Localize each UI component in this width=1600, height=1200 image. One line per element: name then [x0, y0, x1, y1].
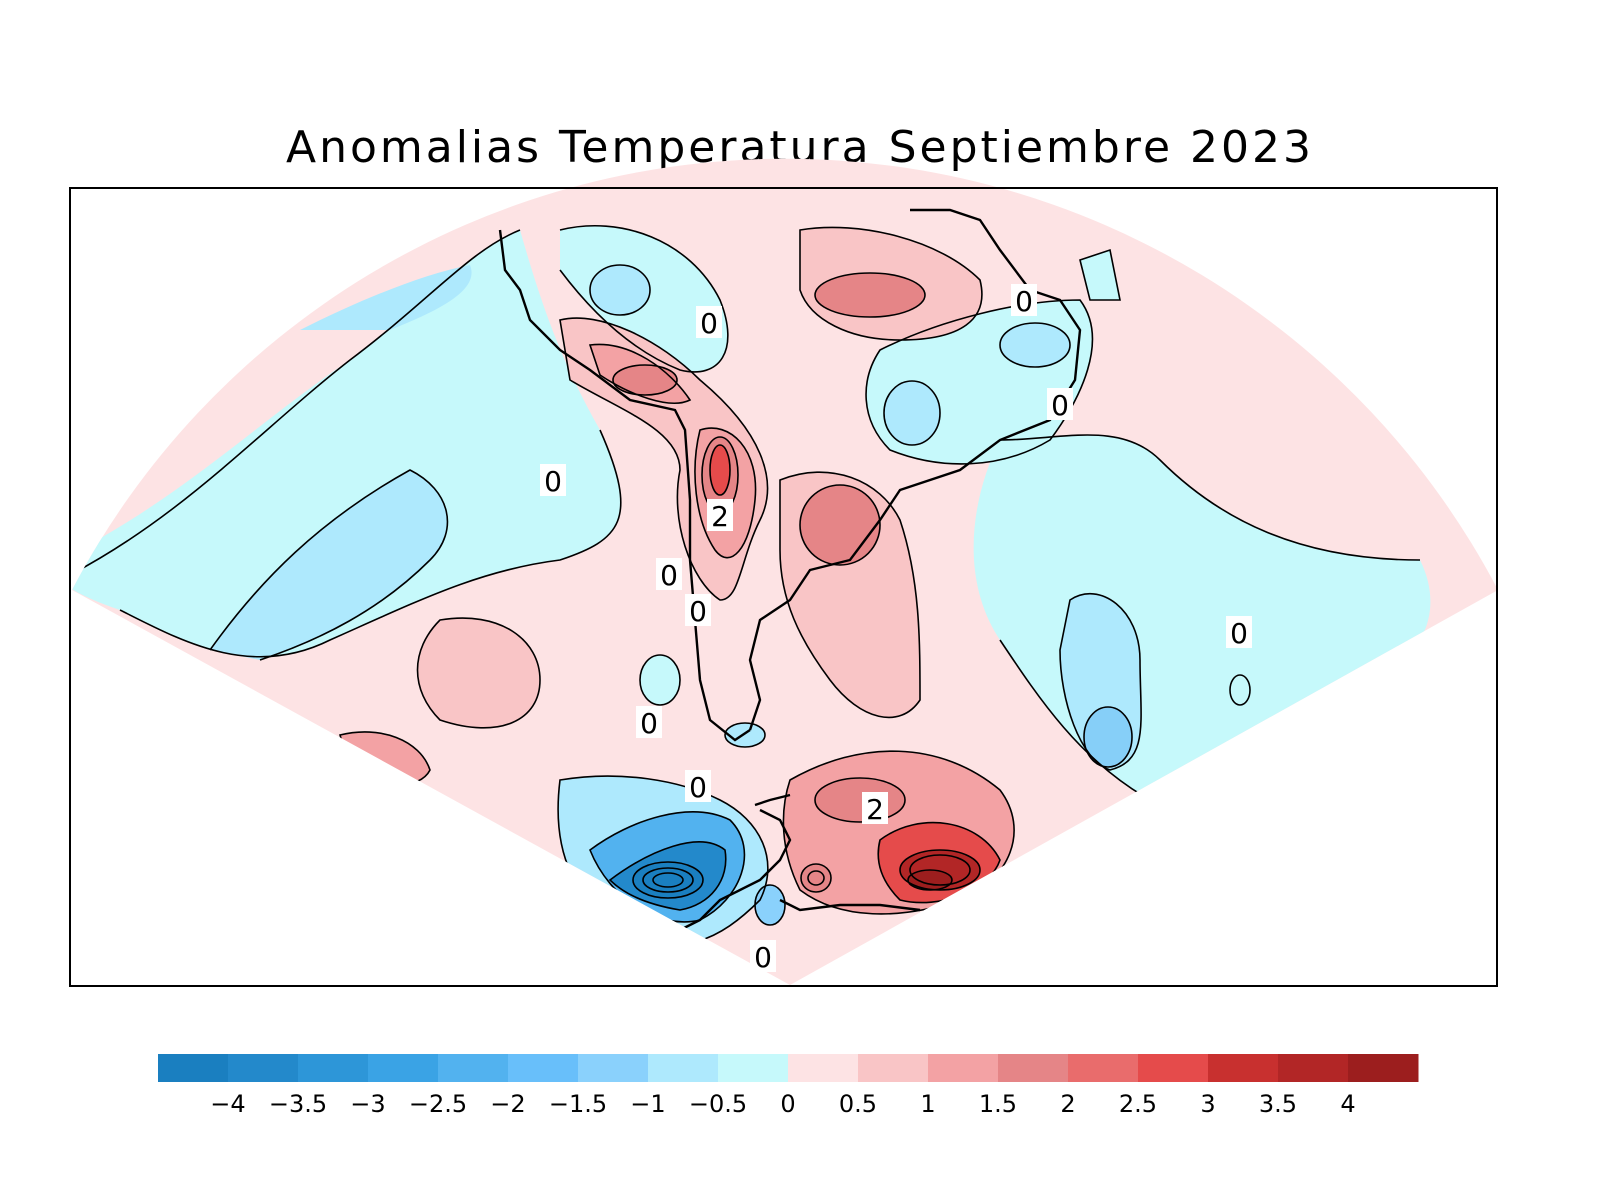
- svg-text:2: 2: [866, 793, 884, 826]
- contour-label: 2: [707, 499, 733, 533]
- colorbar-swatch: [298, 1054, 369, 1082]
- colorbar-swatch: [648, 1054, 719, 1082]
- contour-label: 0: [750, 940, 776, 974]
- colorbar-swatch: [1138, 1054, 1209, 1082]
- contour-label-layer: 0 0 0 0 2 0 0 0 0 0 2 0: [540, 284, 1252, 974]
- colorbar-tick-label: −3.5: [269, 1090, 327, 1118]
- colorbar-tick-label: −3: [350, 1090, 385, 1118]
- contour-lines: [72, 224, 1421, 946]
- colorbar-tick-label: −4: [210, 1090, 245, 1118]
- colorbar-swatch: [228, 1054, 299, 1082]
- svg-text:0: 0: [689, 595, 707, 628]
- contour-label: 0: [685, 594, 711, 628]
- colorbar: −4 −3.5 −3 −2.5 −2 −1.5 −1 −0.5 0 0.5 1 1.5 2 2.5 3 3.5…: [158, 1054, 1419, 1118]
- colorbar-tick-label: 2.5: [1119, 1090, 1157, 1118]
- colorbar-tick-label: −1: [630, 1090, 665, 1118]
- colorbar-tick-label: −0.5: [689, 1090, 747, 1118]
- colorbar-tick-label: −2: [490, 1090, 525, 1118]
- colorbar-swatch: [1278, 1054, 1349, 1082]
- svg-text:2: 2: [711, 500, 729, 533]
- contour-label: 0: [656, 558, 682, 592]
- svg-text:0: 0: [700, 307, 718, 340]
- contour-label: 0: [1047, 388, 1073, 422]
- contour-label: 0: [540, 464, 566, 498]
- svg-text:0: 0: [689, 771, 707, 804]
- svg-text:0: 0: [544, 465, 562, 498]
- svg-text:0: 0: [640, 707, 658, 740]
- contour-label: 0: [636, 706, 662, 740]
- map-frame: [69, 187, 1498, 987]
- colorbar-swatch: [578, 1054, 649, 1082]
- svg-text:0: 0: [754, 941, 772, 974]
- colorbar-swatch: [1348, 1054, 1419, 1082]
- colorbar-swatch: [1068, 1054, 1139, 1082]
- colorbar-swatch: [788, 1054, 859, 1082]
- colorbar-tick-label: −2.5: [409, 1090, 467, 1118]
- colorbar-swatch: [158, 1054, 229, 1082]
- svg-text:0: 0: [1051, 389, 1069, 422]
- colorbar-tick-label: 1.5: [979, 1090, 1017, 1118]
- coastlines: [498, 208, 1082, 932]
- colorbar-tick-label: 4: [1340, 1090, 1355, 1118]
- colorbar-swatch: [718, 1054, 789, 1082]
- colorbar-swatch: [858, 1054, 929, 1082]
- colorbar-swatch: [508, 1054, 579, 1082]
- colorbar-tick-label: 3.5: [1259, 1090, 1297, 1118]
- colorbar-tick-label: 3: [1200, 1090, 1215, 1118]
- colorbar-tick-label: −1.5: [549, 1090, 607, 1118]
- colorbar-swatch: [1208, 1054, 1279, 1082]
- contour-label: 0: [696, 306, 722, 340]
- colorbar-tick-label: 1: [920, 1090, 935, 1118]
- colorbar-swatch: [368, 1054, 439, 1082]
- colorbar-swatch: [928, 1054, 999, 1082]
- svg-text:0: 0: [660, 559, 678, 592]
- contour-label: 0: [1226, 616, 1252, 650]
- colorbar-tick-label: 2: [1060, 1090, 1075, 1118]
- colorbar-tick-label: 0: [780, 1090, 795, 1118]
- contour-label: 0: [685, 770, 711, 804]
- colorbar-swatch: [438, 1054, 509, 1082]
- svg-text:0: 0: [1015, 285, 1033, 318]
- contour-label: 0: [1011, 284, 1037, 318]
- colorbar-swatch: [998, 1054, 1069, 1082]
- colorbar-tick-label: 0.5: [839, 1090, 877, 1118]
- svg-text:0: 0: [1230, 617, 1248, 650]
- contour-label: 2: [862, 792, 888, 826]
